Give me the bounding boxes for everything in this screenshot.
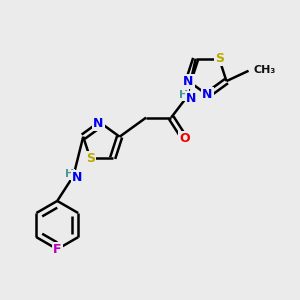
- Text: S: S: [215, 52, 224, 65]
- Text: H: H: [65, 169, 74, 179]
- Text: N: N: [72, 171, 82, 184]
- Text: N: N: [93, 117, 104, 130]
- Text: O: O: [179, 132, 190, 145]
- Text: F: F: [53, 243, 61, 256]
- Text: N: N: [202, 88, 213, 101]
- Text: CH₃: CH₃: [254, 64, 276, 75]
- Text: S: S: [86, 152, 95, 165]
- Text: N: N: [186, 92, 197, 105]
- Text: N: N: [183, 75, 194, 88]
- Text: H: H: [178, 90, 188, 100]
